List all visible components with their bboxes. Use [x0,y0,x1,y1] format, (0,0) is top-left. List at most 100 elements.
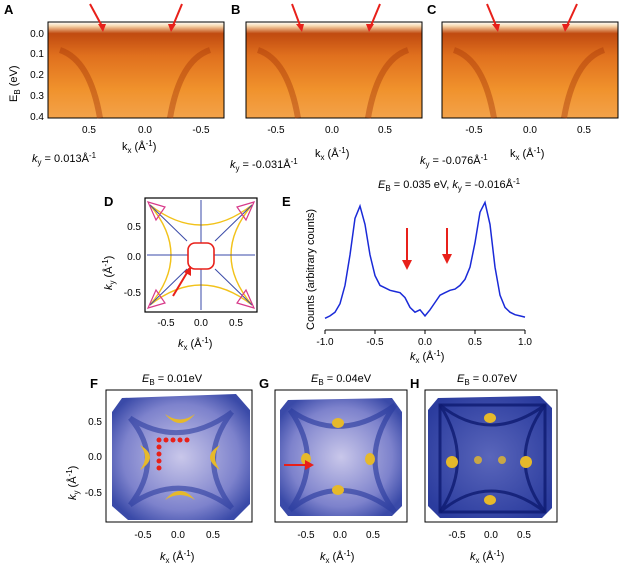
red-arrow-head [296,24,304,32]
yellow-pocket [365,453,375,465]
central-pocket [187,242,215,270]
band-dispersion [256,47,410,119]
corner-pocket [146,288,166,309]
xtick: -0.5 [267,125,285,136]
arpes-image-b [245,21,423,119]
panel-letter-f: F [90,376,98,391]
ytick: 0.1 [30,49,44,60]
red-arrow-head [402,260,412,270]
top-x-ticks: 0.5 0.0 -0.5 -0.5 0.0 0.5 -0.5 0.0 0.5 [82,125,591,136]
yellow-pocket [165,414,195,423]
xtick: 0.5 [577,125,591,136]
x-ticks: -1.0 -0.5 0.0 0.5 1.0 [316,330,532,348]
blue-line [149,268,188,306]
y-axis-label-eb: EB (eV) [8,65,22,102]
blue-line [149,204,188,242]
panel-c: C [427,2,619,119]
blue-line [214,204,253,242]
red-arrow [172,270,189,297]
xtick: -0.5 [366,337,384,348]
y-axis-label-counts: Counts (arbitrary counts) [305,209,317,330]
yellow-pocket [165,491,195,500]
fermi-map [428,396,552,518]
red-arrow-head [98,24,106,32]
yellow-pocket [474,456,482,464]
x-axis-label-kx: kx (Å-1) [470,549,504,565]
yellow-pocket [140,445,150,470]
caption-a: ky = 0.013Å-1 [32,151,97,167]
ky-captions: ky = 0.013Å-1 ky = -0.031Å-1 ky = -0.076… [32,151,488,173]
corner-pocket [236,288,256,309]
red-arrow-head [168,24,176,32]
ytick: 0.4 [30,112,44,123]
xtick: -0.5 [448,530,466,541]
panel-a: A [4,2,225,119]
red-arrow-head [184,266,191,276]
xtick: 0.0 [138,125,152,136]
yellow-pocket [484,495,496,505]
xtick: -1.0 [316,337,334,348]
red-arrow-head [562,24,570,32]
panel-g-title: EB = 0.04eV [311,373,372,387]
red-dot [156,458,162,464]
xtick: 0.5 [517,530,531,541]
xtick: -0.5 [465,125,483,136]
panel-f: F EB = 0.01eV 0.5 0.0 -0.5 -0.5 0.0 0.5 … [65,373,253,565]
yellow-pocket [446,456,458,468]
x-axis-label-kx: kx (Å-1) [320,549,354,565]
arpes-image-c [441,21,619,119]
fermi-contour [438,403,547,514]
red-dot [163,437,169,443]
ytick: 0.5 [88,417,102,428]
x-axis-label-kx: kx (Å-1) [315,146,349,162]
panel-letter-b: B [231,2,240,17]
fermi-contour [128,409,234,511]
x-axis-label-kx: kx (Å-1) [410,349,444,365]
yellow-pocket [520,456,532,468]
panel-letter-g: G [259,376,269,391]
panel-b: B [231,2,423,119]
x-axis-label-kx: kx (Å-1) [510,146,544,162]
band-dispersion [58,47,212,119]
panel-letter-d: D [104,194,113,209]
ytick: 0.5 [127,222,141,233]
red-dot [184,437,190,443]
blue-line [214,268,253,306]
xtick: 0.5 [468,337,482,348]
yellow-pocket [210,445,220,470]
xtick: 1.0 [518,337,532,348]
panel-h-title: EB = 0.07eV [457,373,518,387]
xtick: 0.0 [171,530,185,541]
xtick: 0.5 [366,530,380,541]
fermi-map [280,398,402,516]
xtick: 0.0 [333,530,347,541]
xtick: 0.0 [194,318,208,329]
xtick: 0.5 [82,125,96,136]
y-axis-label-ky: ky (Å-1) [65,466,81,500]
xtick: 0.5 [229,318,243,329]
caption-b: ky = -0.031Å-1 [230,157,298,173]
ytick: -0.5 [85,488,103,499]
xtick: -0.5 [134,530,152,541]
corner-pocket [146,201,166,222]
panel-d: D 0.5 0.0 -0.5 -0.5 0.0 0.5 ky (Å-1) kx … [101,194,258,352]
xtick: 0.0 [325,125,339,136]
series-line [324,200,526,319]
xtick: 0.0 [484,530,498,541]
yellow-pocket [484,413,496,423]
xtick: 0.5 [378,125,392,136]
red-dot [156,451,162,457]
red-arrow-head [305,460,314,470]
red-dot [156,437,162,443]
ytick: -0.5 [124,288,142,299]
yellow-pocket [332,418,344,428]
x-axis-label-kx: kx (Å-1) [122,139,156,155]
xtick: -0.5 [157,318,175,329]
band-dispersion [452,47,606,119]
panel-e-title: EB = 0.035 eV, ky = -0.016Å-1 [378,177,521,193]
panel-f-title: EB = 0.01eV [142,373,203,387]
ytick: 0.0 [30,29,44,40]
arpes-image-a [47,21,225,119]
top-x-labels: kx (Å-1) kx (Å-1) kx (Å-1) [122,139,544,162]
